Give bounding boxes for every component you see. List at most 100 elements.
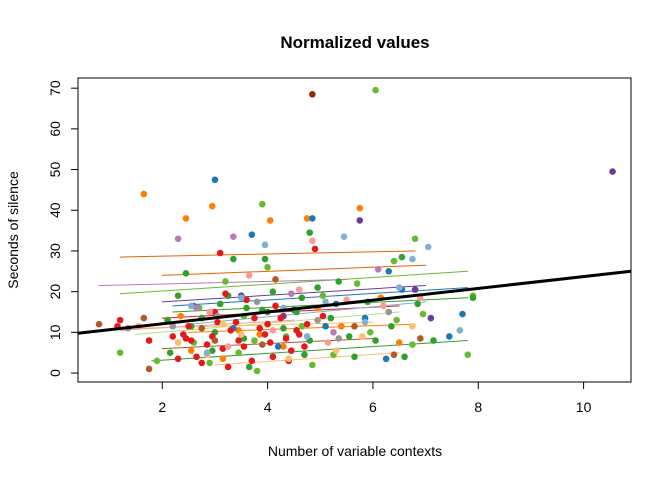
data-point: [395, 339, 403, 346]
data-point: [332, 347, 340, 354]
data-point: [185, 322, 192, 330]
data-point: [419, 310, 427, 318]
y-tick-label: 50: [47, 162, 63, 178]
data-point: [288, 290, 295, 297]
data-point: [222, 290, 229, 297]
data-point: [177, 312, 184, 320]
data-point: [324, 339, 332, 346]
overall-fit-line-group: [77, 269, 632, 335]
data-point: [169, 333, 177, 340]
data-point: [116, 349, 124, 356]
data-point: [264, 263, 271, 271]
x-tick-label: 10: [576, 399, 592, 415]
data-point: [277, 314, 285, 322]
data-point: [303, 333, 311, 340]
data-point: [288, 347, 295, 354]
data-point: [330, 329, 337, 336]
data-point: [203, 341, 211, 348]
data-point: [209, 202, 216, 210]
data-point: [95, 320, 103, 328]
data-point: [372, 337, 379, 344]
data-point: [219, 345, 227, 352]
data-point: [390, 351, 398, 359]
data-point: [327, 314, 335, 322]
data-point: [169, 322, 177, 330]
data-point: [193, 353, 200, 361]
data-point: [464, 351, 472, 359]
data-point: [227, 327, 235, 334]
x-axis: 2 4 6 8 10: [158, 381, 592, 415]
data-point: [187, 337, 195, 344]
data-point: [322, 298, 329, 306]
data-point: [248, 231, 256, 238]
data-point: [174, 235, 182, 243]
data-point: [245, 272, 253, 279]
data-point: [256, 324, 264, 332]
data-point: [235, 349, 242, 356]
group-fit-line-3: [119, 270, 469, 295]
data-point: [409, 255, 416, 263]
data-point: [235, 337, 242, 344]
data-point: [272, 302, 279, 310]
data-point: [180, 331, 187, 338]
data-point: [411, 235, 419, 243]
data-point: [198, 359, 206, 367]
data-point: [303, 215, 311, 222]
data-point: [280, 324, 287, 332]
data-point: [393, 316, 400, 324]
group-fit-line-1: [119, 250, 416, 258]
data-point: [145, 337, 153, 344]
y-axis: 0 10 20 30 40 50 60 70: [47, 80, 79, 377]
chart-title: Normalized values: [280, 33, 429, 52]
data-point: [382, 355, 390, 363]
data-point: [187, 302, 195, 310]
data-point: [203, 349, 211, 356]
data-point: [206, 359, 213, 367]
data-point: [251, 314, 258, 322]
data-point: [390, 257, 398, 265]
data-point: [264, 320, 271, 328]
data-point: [211, 176, 219, 184]
data-point: [306, 229, 314, 236]
data-point: [198, 324, 206, 332]
x-tick-label: 4: [264, 399, 272, 415]
y-tick-label: 70: [47, 80, 63, 96]
data-point: [319, 292, 327, 300]
data-point: [380, 302, 387, 310]
data-point: [269, 353, 277, 361]
data-point: [253, 298, 261, 306]
data-point: [269, 327, 277, 334]
data-point: [322, 322, 329, 330]
data-point: [401, 353, 408, 361]
data-point: [219, 320, 227, 328]
data-point: [256, 331, 264, 338]
data-point: [456, 327, 464, 334]
data-point: [359, 333, 366, 340]
data-point: [298, 294, 306, 302]
data-point: [301, 351, 308, 359]
data-point: [424, 243, 432, 251]
data-point: [166, 349, 174, 356]
data-point: [174, 355, 182, 363]
data-point: [335, 278, 343, 285]
data-point: [374, 265, 382, 273]
x-axis-label: Number of variable contexts: [268, 443, 442, 459]
y-tick-label: 20: [47, 284, 63, 300]
data-point: [409, 341, 416, 348]
data-point: [414, 300, 422, 308]
data-point: [193, 304, 200, 312]
data-point: [385, 268, 393, 275]
data-point: [338, 322, 345, 330]
data-point: [253, 367, 261, 375]
data-point: [295, 286, 303, 293]
data-point: [335, 335, 343, 342]
data-point: [222, 278, 229, 285]
data-point: [385, 308, 393, 316]
group-fit-line-2: [161, 264, 427, 276]
data-point: [261, 255, 269, 263]
data-point: [214, 318, 221, 326]
data-point: [356, 217, 364, 224]
data-point: [224, 343, 232, 350]
data-point: [298, 322, 306, 330]
data-point: [259, 341, 266, 348]
